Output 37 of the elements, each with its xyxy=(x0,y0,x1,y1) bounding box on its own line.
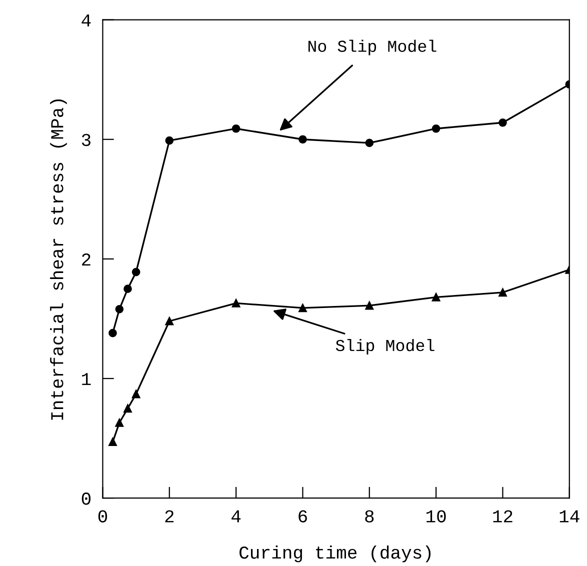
text: No Slip Model xyxy=(308,40,436,56)
point xyxy=(124,404,132,413)
point xyxy=(232,299,240,308)
point xyxy=(115,418,124,427)
point xyxy=(498,118,507,127)
y-tick-label: 3 xyxy=(82,134,90,146)
x-tick-label: 0 xyxy=(98,510,108,522)
point xyxy=(365,301,374,310)
point xyxy=(498,288,507,297)
x-tick-label: 8 xyxy=(365,510,374,522)
x-tick-label: 10 xyxy=(426,510,446,522)
point xyxy=(132,268,140,276)
y-tick-label: 1 xyxy=(82,373,91,386)
y-tick-label: 4 xyxy=(82,14,91,26)
y-axis-title: Interfacial shear stress (MPa) xyxy=(50,99,67,420)
point xyxy=(232,124,240,133)
point xyxy=(432,124,440,133)
point xyxy=(165,136,174,145)
x-tick-label: 14 xyxy=(560,510,580,522)
point xyxy=(115,304,124,314)
x-tick-label: 4 xyxy=(232,510,241,522)
point xyxy=(108,438,117,446)
point xyxy=(165,316,174,326)
point xyxy=(132,390,140,398)
x-tick-label: 2 xyxy=(165,510,174,522)
point xyxy=(298,135,307,144)
x-axis-title: Curing time (days) xyxy=(240,545,431,562)
point xyxy=(298,304,307,312)
y-tick-label: 0 xyxy=(82,492,90,505)
point xyxy=(108,328,117,338)
x-tick-label: 6 xyxy=(298,510,307,522)
x-tick-label: 12 xyxy=(493,510,512,522)
series-label: Slip Model xyxy=(336,338,434,354)
y-tick-label: 2 xyxy=(82,253,90,266)
point xyxy=(124,284,132,294)
point xyxy=(432,293,440,302)
point xyxy=(365,138,374,148)
